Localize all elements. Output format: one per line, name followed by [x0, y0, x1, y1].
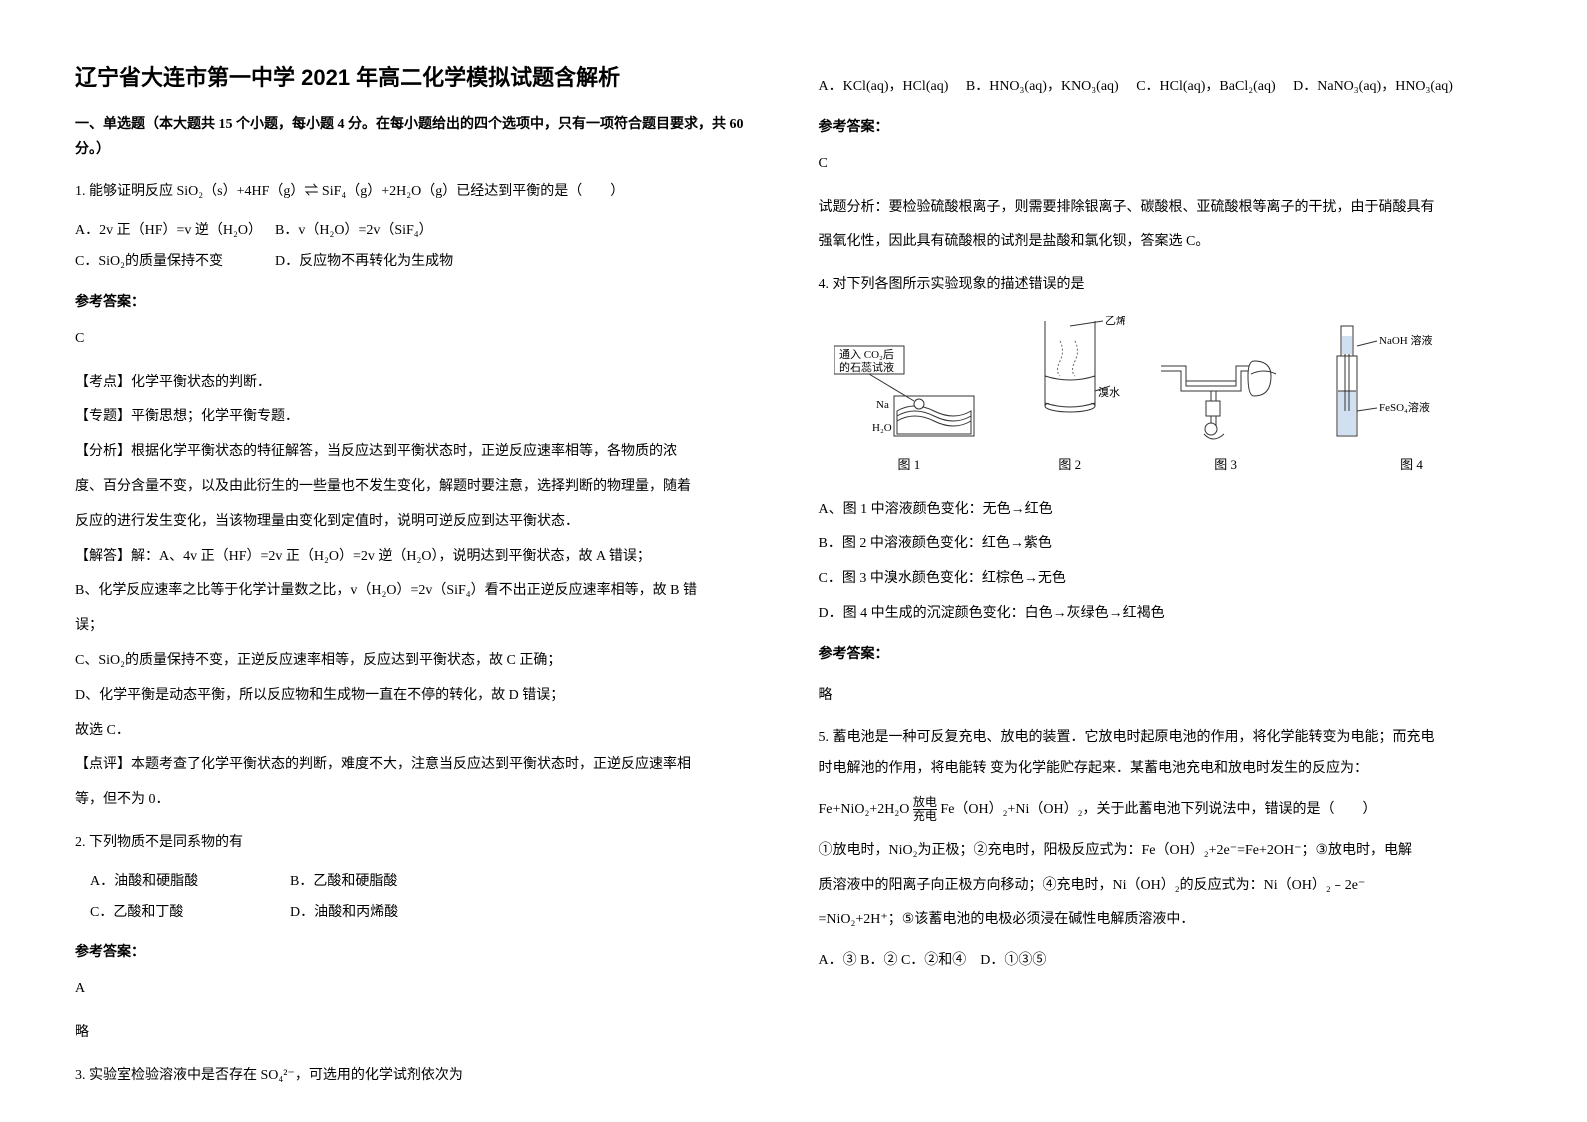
q3-answer-label: 参考答案： [819, 113, 1513, 144]
q2-answer: A [75, 975, 769, 1003]
q3-optB: B．HNO₃(aq)，KNO₃(aq) [966, 79, 1119, 94]
q3-options-line: A．KCl(aq)，HCl(aq) B．HNO₃(aq)，KNO₃(aq) C．… [819, 72, 1513, 103]
q4-text: 4. 对下列各图所示实验现象的描述错误的是 [819, 270, 1513, 301]
section-header: 一、单选题（本大题共 15 个小题，每小题 4 分。在每小题给出的四个选项中，只… [75, 112, 769, 162]
question-4: 4. 对下列各图所示实验现象的描述错误的是 通入 CO₂后 的石蕊试液 Na H… [819, 270, 1513, 711]
q1-text: 1. 能够证明反应 SiO₂（s）+4HF（g）⇌ SiF₄（g）+2H₂O（g… [75, 177, 769, 208]
q1-a2: 【专题】平衡思想；化学平衡专题． [75, 402, 769, 433]
q1-answer: C [75, 325, 769, 353]
q2-options: A．油酸和硬脂酸 B．乙酸和硬脂酸 C．乙酸和丁酸 D．油酸和丙烯酸 [75, 867, 769, 929]
q2-note: 略 [75, 1018, 769, 1049]
svg-text:FeSO₄溶液: FeSO₄溶液 [1379, 400, 1430, 414]
d2-label: 图 2 [1058, 451, 1081, 480]
svg-text:H₂O: H₂O [872, 422, 892, 434]
diagram-1-icon: 通入 CO₂后 的石蕊试液 Na H₂O [834, 316, 984, 446]
q4-optA: A、图 1 中溶液颜色变化：无色→红色 [819, 495, 1513, 526]
q2-answer-label: 参考答案： [75, 938, 769, 969]
q2-optB: B．乙酸和硬脂酸 [290, 867, 490, 898]
q5-l3: =NiO₂+2H⁺；⑤该蓄电池的电极必须浸在碱性电解质溶液中． [819, 905, 1513, 936]
question-2: 2. 下列物质不是同系物的有 A．油酸和硬脂酸 B．乙酸和硬脂酸 C．乙酸和丁酸… [75, 828, 769, 1049]
q1-a11: 【点评】本题考查了化学平衡状态的判断，难度不大，注意当反应达到平衡状态时，正逆反… [75, 750, 769, 781]
q1-a8: C、SiO₂的质量保持不变，正逆反应速率相等，反应达到平衡状态，故 C 正确； [75, 646, 769, 677]
q1-a12: 等，但不为 0． [75, 785, 769, 816]
q1-a3: 【分析】根据化学平衡状态的特征解答，当反应达到平衡状态时，正逆反应速率相等，各物… [75, 437, 769, 468]
svg-text:乙烯: 乙烯 [1105, 316, 1125, 327]
q2-optD: D．油酸和丙烯酸 [290, 898, 490, 929]
q1-answer-label: 参考答案： [75, 288, 769, 319]
q3-a2: 强氧化性，因此具有硫酸根的试剂是盐酸和氯化钡，答案选 C。 [819, 227, 1513, 258]
q5-text2: 时电解池的作用，将电能转 变为化学能贮存起来．某蓄电池充电和放电时发生的反应为： [819, 754, 1513, 785]
q1-optD: D．反应物不再转化为生成物 [275, 247, 475, 278]
q2-text: 2. 下列物质不是同系物的有 [75, 828, 769, 859]
q1-a5: 反应的进行发生变化，当该物理量由变化到定值时，说明可逆反应到达平衡状态． [75, 507, 769, 538]
diagram-3-icon [1156, 316, 1296, 446]
q1-a9: D、化学平衡是动态平衡，所以反应物和生成物一直在不停的转化，故 D 错误； [75, 681, 769, 712]
d3-label: 图 3 [1214, 451, 1237, 480]
q3-optD: D．NaNO₃(aq)，HNO₃(aq) [1293, 79, 1453, 94]
q2-optA: A．油酸和硬脂酸 [90, 867, 290, 898]
q1-options: A．2v 正（HF）=v 逆（H₂O） B．v（H₂O）=2v（SiF₄） C．… [75, 216, 769, 278]
svg-text:通入 CO₂后: 通入 CO₂后 [839, 348, 894, 361]
question-1: 1. 能够证明反应 SiO₂（s）+4HF（g）⇌ SiF₄（g）+2H₂O（g… [75, 177, 769, 816]
q1-a7b: 误； [75, 611, 769, 642]
q3-answer: C [819, 150, 1513, 178]
d4-label: 图 4 [1400, 451, 1423, 480]
q4-note: 略 [819, 681, 1513, 712]
q3-optC: C．HCl(aq)，BaCl₂(aq) [1136, 79, 1275, 94]
left-column: 辽宁省大连市第一中学 2021 年高二化学模拟试题含解析 一、单选题（本大题共 … [50, 60, 794, 1092]
q1-a1: 【考点】化学平衡状态的判断． [75, 368, 769, 399]
q1-optA: A．2v 正（HF）=v 逆（H₂O） [75, 216, 275, 247]
eq-left: Fe+NiO₂+2H₂O [819, 802, 910, 817]
svg-text:NaOH 溶液: NaOH 溶液 [1379, 333, 1432, 347]
diagram-1-wrap: 通入 CO₂后 的石蕊试液 Na H₂O 图 1 [834, 316, 984, 480]
question-5: 5. 蓄电池是一种可反复充电、放电的装置．它放电时起原电池的作用，将化学能转变为… [819, 723, 1513, 977]
svg-text:的石蕊试液: 的石蕊试液 [839, 360, 894, 374]
q5-opts: A．③ B．② C．②和④ D．①③⑤ [819, 946, 1513, 977]
q1-optC: C．SiO₂的质量保持不变 [75, 247, 275, 278]
q1-a7: B、化学反应速率之比等于化学计量数之比，v（H₂O）=2v（SiF₄）看不出正逆… [75, 576, 769, 607]
diagram-4-icon: NaOH 溶液 FeSO₄溶液 [1327, 316, 1497, 446]
svg-text:溴水: 溴水 [1098, 385, 1120, 399]
q3-a1: 试题分析：要检验硫酸根离子，则需要排除银离子、碳酸根、亚硫酸根等离子的干扰，由于… [819, 193, 1513, 224]
q5-l2: 质溶液中的阳离子向正极方向移动；④充电时，Ni（OH）₂的反应式为：Ni（OH）… [819, 871, 1513, 902]
diagram-2-wrap: 乙烯 溴水 图 2 [1015, 316, 1125, 480]
q4-optD: D．图 4 中生成的沉淀颜色变化：白色→灰绿色→红褐色 [819, 599, 1513, 630]
q1-a4: 度、百分含量不变，以及由此衍生的一些量也不发生变化，解题时要注意，选择判断的物理… [75, 472, 769, 503]
diagram-4-wrap: NaOH 溶液 FeSO₄溶液 图 4 [1327, 316, 1497, 480]
q4-answer-label: 参考答案： [819, 640, 1513, 671]
q1-optB: B．v（H₂O）=2v（SiF₄） [275, 216, 475, 247]
diagram-3-wrap: 图 3 [1156, 316, 1296, 480]
right-column: A．KCl(aq)，HCl(aq) B．HNO₃(aq)，KNO₃(aq) C．… [794, 60, 1538, 1092]
eq-arrow-icon: 放电 充电 [913, 796, 937, 823]
q1-a6: 【解答】解：A、4v 正（HF）=2v 正（H₂O）=2v 逆（H₂O），说明达… [75, 542, 769, 573]
q3-text: 3. 实验室检验溶液中是否存在 SO₄²⁻，可选用的化学试剂依次为 [75, 1061, 769, 1092]
q2-optC: C．乙酸和丁酸 [90, 898, 290, 929]
q3-optA: A．KCl(aq)，HCl(aq) [819, 79, 949, 94]
d1-label: 图 1 [898, 451, 921, 480]
q1-a10: 故选 C． [75, 716, 769, 747]
question-3-stem: 3. 实验室检验溶液中是否存在 SO₄²⁻，可选用的化学试剂依次为 [75, 1061, 769, 1092]
q5-equation: Fe+NiO₂+2H₂O 放电 充电 Fe（OH）₂+Ni（OH）₂，关于此蓄电… [819, 795, 1513, 826]
q4-optC: C．图 3 中溴水颜色变化：红棕色→无色 [819, 564, 1513, 595]
q5-l1: ①放电时，NiO₂为正极；②充电时，阳极反应式为：Fe（OH）₂+2e⁻=Fe+… [819, 836, 1513, 867]
diagram-2-icon: 乙烯 溴水 [1015, 316, 1125, 446]
page-title: 辽宁省大连市第一中学 2021 年高二化学模拟试题含解析 [75, 60, 769, 92]
q4-diagrams: 通入 CO₂后 的石蕊试液 Na H₂O 图 1 [819, 316, 1513, 480]
svg-text:Na: Na [876, 399, 889, 411]
q5-text1: 5. 蓄电池是一种可反复充电、放电的装置．它放电时起原电池的作用，将化学能转变为… [819, 723, 1513, 754]
eq-right: Fe（OH）₂+Ni（OH）₂，关于此蓄电池下列说法中，错误的是（ ） [940, 802, 1376, 817]
q4-optB: B．图 2 中溶液颜色变化：红色→紫色 [819, 529, 1513, 560]
question-3-rest: A．KCl(aq)，HCl(aq) B．HNO₃(aq)，KNO₃(aq) C．… [819, 72, 1513, 258]
